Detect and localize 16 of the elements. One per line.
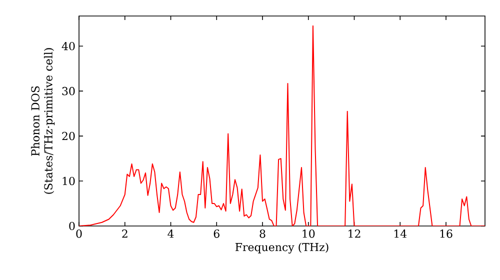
x-tick-label: 2	[122, 230, 128, 238]
x-tick-label: 10	[302, 230, 315, 238]
x-tick-label: 16	[440, 230, 452, 238]
x-tick-label: 8	[260, 230, 266, 238]
x-tick-label: 4	[168, 230, 174, 238]
x-axis-title: Frequency (THz)	[235, 242, 328, 254]
x-tick-label: 6	[214, 230, 220, 238]
x-tick-label: 14	[394, 230, 407, 238]
y-tick-label: 0	[69, 222, 75, 230]
y-tick-label: 40	[62, 42, 75, 50]
y-axis-title: Phonon DOS (States/THz·primitive cell)	[30, 48, 55, 194]
x-tick-label: 0	[76, 230, 82, 238]
y-tick-label: 10	[62, 176, 75, 186]
y-tick-label: 30	[62, 86, 75, 96]
x-tick-label: 12	[348, 230, 360, 238]
y-tick-label: 20	[62, 132, 75, 140]
